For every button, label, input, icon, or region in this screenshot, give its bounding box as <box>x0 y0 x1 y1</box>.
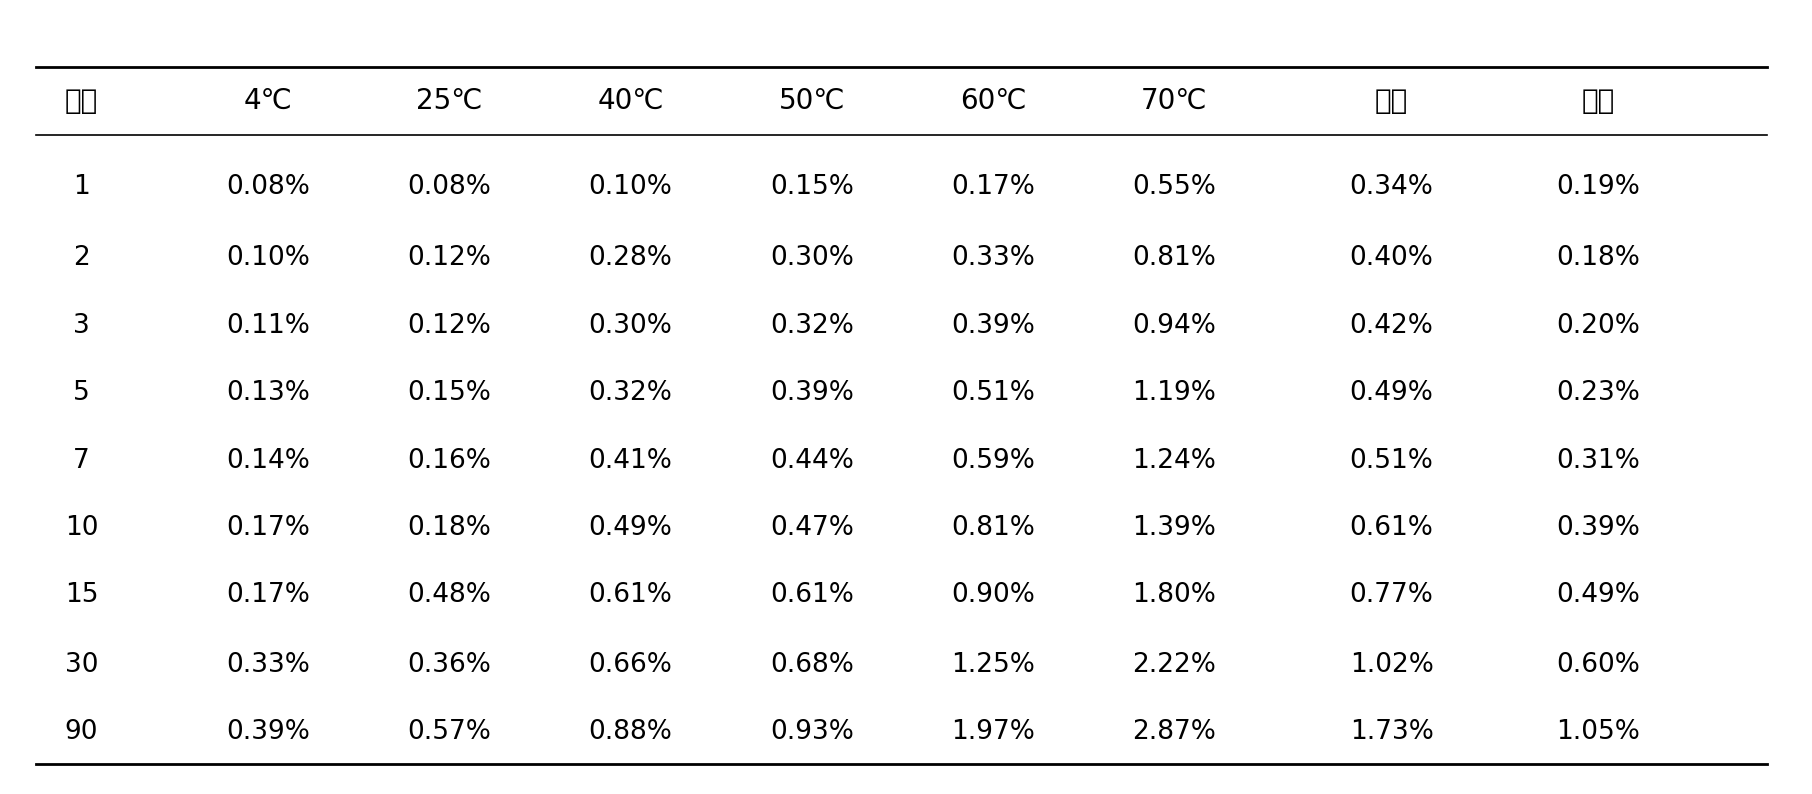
Text: 2.22%: 2.22% <box>1132 652 1216 677</box>
Text: 0.36%: 0.36% <box>408 652 491 677</box>
Text: 0.60%: 0.60% <box>1557 652 1640 677</box>
Text: 0.81%: 0.81% <box>951 515 1035 541</box>
Text: 4℃: 4℃ <box>245 87 292 115</box>
Text: 0.08%: 0.08% <box>408 174 491 199</box>
Text: 0.41%: 0.41% <box>589 448 672 473</box>
Text: 10: 10 <box>65 515 98 541</box>
Text: 2: 2 <box>72 245 91 271</box>
Text: 0.49%: 0.49% <box>1350 380 1433 406</box>
Text: 0.88%: 0.88% <box>589 719 672 745</box>
Text: 0.61%: 0.61% <box>1350 515 1433 541</box>
Text: 0.33%: 0.33% <box>226 652 310 677</box>
Text: 7: 7 <box>72 448 91 473</box>
Text: 0.18%: 0.18% <box>1557 245 1640 271</box>
Text: 0.94%: 0.94% <box>1132 313 1216 338</box>
Text: 0.28%: 0.28% <box>589 245 672 271</box>
Text: 空气: 空气 <box>1582 87 1614 115</box>
Text: 2.87%: 2.87% <box>1132 719 1216 745</box>
Text: 0.10%: 0.10% <box>589 174 672 199</box>
Text: 0.20%: 0.20% <box>1557 313 1640 338</box>
Text: 0.10%: 0.10% <box>226 245 310 271</box>
Text: 60℃: 60℃ <box>960 87 1026 115</box>
Text: 0.34%: 0.34% <box>1350 174 1433 199</box>
Text: 1.02%: 1.02% <box>1350 652 1433 677</box>
Text: 0.32%: 0.32% <box>770 313 853 338</box>
Text: 0.12%: 0.12% <box>408 245 491 271</box>
Text: 1.97%: 1.97% <box>951 719 1035 745</box>
Text: 光照: 光照 <box>1375 87 1408 115</box>
Text: 天数: 天数 <box>65 87 98 115</box>
Text: 1.19%: 1.19% <box>1132 380 1216 406</box>
Text: 0.17%: 0.17% <box>226 583 310 608</box>
Text: 0.90%: 0.90% <box>951 583 1035 608</box>
Text: 0.93%: 0.93% <box>770 719 853 745</box>
Text: 0.31%: 0.31% <box>1557 448 1640 473</box>
Text: 70℃: 70℃ <box>1142 87 1207 115</box>
Text: 0.39%: 0.39% <box>770 380 853 406</box>
Text: 0.61%: 0.61% <box>770 583 853 608</box>
Text: 0.39%: 0.39% <box>1557 515 1640 541</box>
Text: 0.51%: 0.51% <box>951 380 1035 406</box>
Text: 0.12%: 0.12% <box>408 313 491 338</box>
Text: 0.66%: 0.66% <box>589 652 672 677</box>
Text: 0.18%: 0.18% <box>408 515 491 541</box>
Text: 0.17%: 0.17% <box>226 515 310 541</box>
Text: 15: 15 <box>65 583 98 608</box>
Text: 0.57%: 0.57% <box>408 719 491 745</box>
Text: 0.77%: 0.77% <box>1350 583 1433 608</box>
Text: 1.05%: 1.05% <box>1557 719 1640 745</box>
Text: 0.23%: 0.23% <box>1557 380 1640 406</box>
Text: 50℃: 50℃ <box>779 87 844 115</box>
Text: 0.40%: 0.40% <box>1350 245 1433 271</box>
Text: 0.51%: 0.51% <box>1350 448 1433 473</box>
Text: 0.81%: 0.81% <box>1132 245 1216 271</box>
Text: 0.30%: 0.30% <box>589 313 672 338</box>
Text: 0.55%: 0.55% <box>1132 174 1216 199</box>
Text: 0.48%: 0.48% <box>408 583 491 608</box>
Text: 0.61%: 0.61% <box>589 583 672 608</box>
Text: 1.25%: 1.25% <box>951 652 1035 677</box>
Text: 0.19%: 0.19% <box>1557 174 1640 199</box>
Text: 30: 30 <box>65 652 98 677</box>
Text: 1: 1 <box>72 174 91 199</box>
Text: 0.39%: 0.39% <box>951 313 1035 338</box>
Text: 3: 3 <box>72 313 91 338</box>
Text: 1.73%: 1.73% <box>1350 719 1433 745</box>
Text: 0.47%: 0.47% <box>770 515 853 541</box>
Text: 5: 5 <box>72 380 91 406</box>
Text: 0.32%: 0.32% <box>589 380 672 406</box>
Text: 1.80%: 1.80% <box>1132 583 1216 608</box>
Text: 0.14%: 0.14% <box>226 448 310 473</box>
Text: 0.49%: 0.49% <box>1557 583 1640 608</box>
Text: 0.59%: 0.59% <box>951 448 1035 473</box>
Text: 0.39%: 0.39% <box>226 719 310 745</box>
Text: 0.11%: 0.11% <box>226 313 310 338</box>
Text: 0.08%: 0.08% <box>226 174 310 199</box>
Text: 0.30%: 0.30% <box>770 245 853 271</box>
Text: 0.68%: 0.68% <box>770 652 853 677</box>
Text: 1.39%: 1.39% <box>1132 515 1216 541</box>
Text: 90: 90 <box>65 719 98 745</box>
Text: 40℃: 40℃ <box>598 87 663 115</box>
Text: 0.13%: 0.13% <box>226 380 310 406</box>
Text: 0.44%: 0.44% <box>770 448 853 473</box>
Text: 0.16%: 0.16% <box>408 448 491 473</box>
Text: 25℃: 25℃ <box>417 87 482 115</box>
Text: 0.49%: 0.49% <box>589 515 672 541</box>
Text: 1.24%: 1.24% <box>1132 448 1216 473</box>
Text: 0.15%: 0.15% <box>408 380 491 406</box>
Text: 0.17%: 0.17% <box>951 174 1035 199</box>
Text: 0.33%: 0.33% <box>951 245 1035 271</box>
Text: 0.42%: 0.42% <box>1350 313 1433 338</box>
Text: 0.15%: 0.15% <box>770 174 853 199</box>
